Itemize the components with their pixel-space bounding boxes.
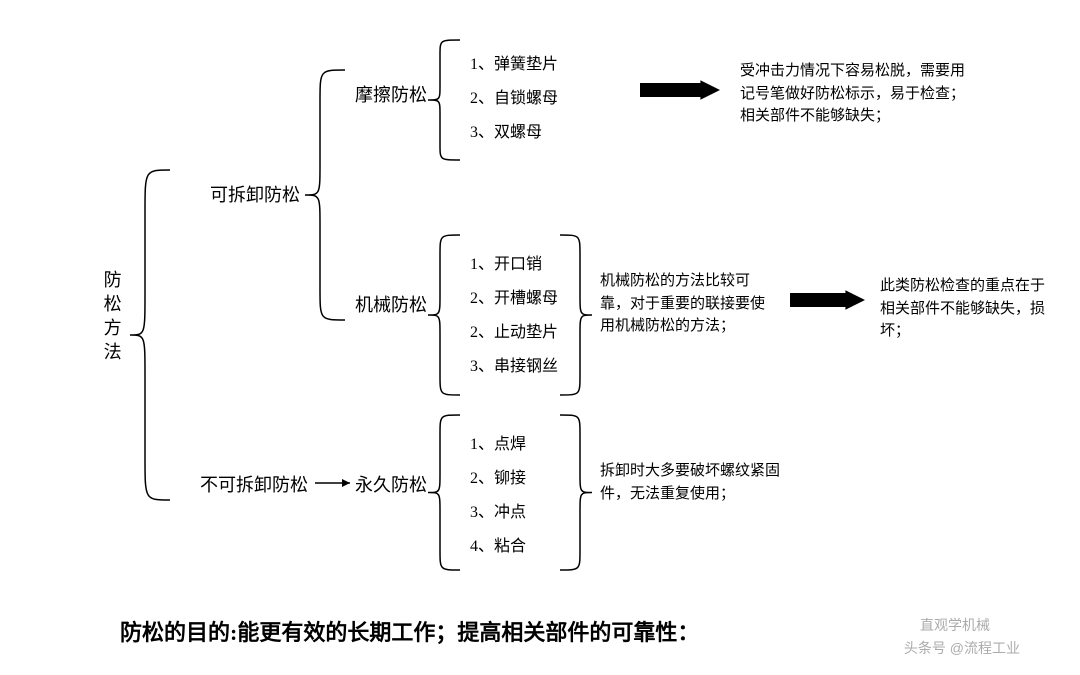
list-item: 1、弹簧垫片 <box>470 50 558 74</box>
items-friction: 1、弹簧垫片 2、自锁螺母 3、双螺母 <box>470 40 558 152</box>
brace <box>428 415 460 570</box>
watermark-line2: 头条号 @流程工业 <box>904 638 1020 658</box>
list-item: 3、冲点 <box>470 498 526 522</box>
list-item: 3、串接钢丝 <box>470 352 558 376</box>
node-permfix: 永久防松 <box>355 475 427 497</box>
root-label: 防松方法 <box>100 270 122 366</box>
watermark-line1: 直观学机械 <box>920 615 990 635</box>
brace <box>428 235 460 395</box>
block-arrow-icon <box>790 290 865 310</box>
list-item: 2、铆接 <box>470 464 526 488</box>
note-friction: 受冲击力情况下容易松脱，需要用记号笔做好防松标示，易于检查；相关部件不能够缺失； <box>740 60 970 128</box>
list-item: 2、止动垫片 <box>470 318 558 342</box>
thin-arrow-head-icon <box>342 479 350 487</box>
list-item: 1、点焊 <box>470 430 526 454</box>
node-friction: 摩擦防松 <box>355 85 427 107</box>
block-arrow-icon <box>640 80 720 100</box>
list-item: 4、粘合 <box>470 532 526 556</box>
list-item: 2、自锁螺母 <box>470 84 558 108</box>
brace <box>560 235 592 395</box>
brace <box>428 40 460 160</box>
list-item: 3、双螺母 <box>470 118 558 142</box>
node-removable: 可拆卸防松 <box>210 185 300 207</box>
brace <box>560 415 592 570</box>
node-mechanical: 机械防松 <box>355 295 427 317</box>
items-permfix: 1、点焊 2、铆接 3、冲点 4、粘合 <box>470 420 526 566</box>
note-permfix: 拆卸时大多要破坏螺纹紧固件，无法重复使用； <box>600 460 780 505</box>
list-item: 2、开槽螺母 <box>470 284 558 308</box>
items-mechanical: 1、开口销 2、开槽螺母 2、止动垫片 3、串接钢丝 <box>470 240 558 386</box>
note-mechanical-1: 机械防松的方法比较可靠，对于重要的联接要使用机械防松的方法； <box>600 270 770 338</box>
brace <box>305 70 345 320</box>
note-mechanical-2: 此类防松检查的重点在于相关部件不能够缺失，损坏； <box>880 275 1050 343</box>
node-permanent: 不可拆卸防松 <box>200 475 308 497</box>
brace <box>130 170 170 500</box>
footer-text: 防松的目的:能更有效的长期工作；提高相关部件的可靠性： <box>120 615 699 647</box>
list-item: 1、开口销 <box>470 250 558 274</box>
